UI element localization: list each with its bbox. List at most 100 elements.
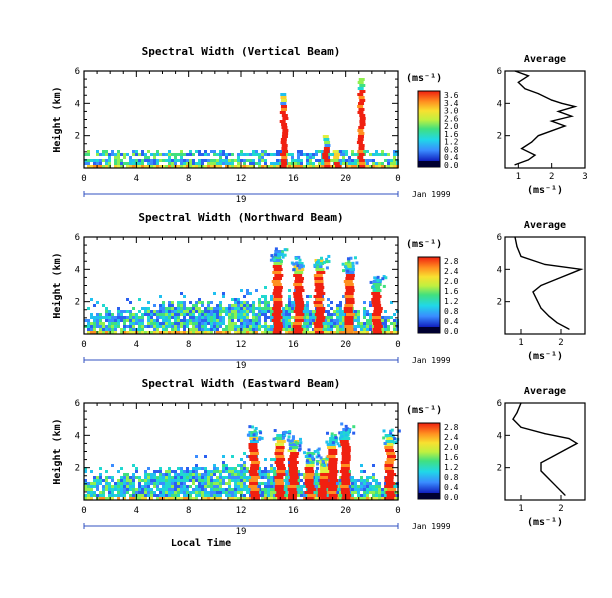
heatmap-cell — [264, 328, 267, 331]
heatmap-cell — [171, 301, 174, 304]
heatmap-cell — [366, 310, 369, 313]
heatmap-cell — [360, 331, 363, 334]
heatmap-cell — [219, 331, 222, 334]
heatmap-cell — [102, 479, 105, 482]
heatmap-cell — [369, 159, 372, 162]
heatmap-cell — [204, 491, 207, 494]
plume-cell — [289, 476, 299, 479]
heatmap-cell — [204, 476, 207, 479]
plume-cell — [293, 322, 303, 325]
heatmap-cell — [138, 310, 141, 313]
heatmap-cell — [153, 331, 156, 334]
plume-cell — [346, 268, 356, 271]
heatmap-cell — [327, 304, 330, 307]
heatmap-cell — [90, 497, 93, 500]
average-x-tick-label: 2 — [558, 504, 563, 514]
heatmap-cell — [357, 494, 360, 497]
heatmap-cell — [312, 310, 315, 313]
heatmap-cell — [234, 304, 237, 307]
plume-cell — [275, 446, 285, 449]
heatmap-cell — [108, 313, 111, 316]
heatmap-cell — [390, 162, 393, 165]
panel-title: Spectral Width (Eastward Beam) — [142, 377, 341, 390]
heatmap-cell — [246, 485, 249, 488]
heatmap-cell — [117, 153, 120, 156]
heatmap-cell — [294, 289, 297, 292]
heatmap-cell — [267, 491, 270, 494]
heatmap-cell — [147, 491, 150, 494]
heatmap-cell — [342, 316, 345, 319]
heatmap-cell — [123, 319, 126, 322]
heatmap-cell — [171, 476, 174, 479]
heatmap-cell — [87, 319, 90, 322]
heatmap-cell — [189, 313, 192, 316]
heatmap-cell — [330, 331, 333, 334]
plume-cell — [325, 257, 329, 261]
heatmap-cell — [213, 470, 216, 473]
heatmap-cell — [366, 328, 369, 331]
plume-cell — [282, 150, 289, 153]
plume-cell — [276, 491, 286, 494]
heatmap-cell — [216, 162, 219, 165]
plume-cell — [313, 295, 323, 298]
plume-cell — [249, 458, 259, 461]
heatmap-cell — [180, 165, 183, 168]
plume-cell — [357, 81, 364, 84]
plume-cell — [248, 479, 258, 482]
heatmap-cell — [180, 304, 183, 307]
heatmap-cell — [381, 328, 384, 331]
plume-cell — [250, 464, 260, 467]
heatmap-cell — [162, 322, 165, 325]
heatmap-cell — [234, 159, 237, 162]
heatmap-cell — [174, 473, 177, 476]
panel-1: Spectral Width (Northward Beam)0 4 8 12 16 20… — [51, 211, 586, 371]
x-tick-label: 0 — [81, 174, 86, 184]
heatmap-cell — [306, 319, 309, 322]
heatmap-cell — [381, 165, 384, 168]
heatmap-cell — [228, 473, 231, 476]
heatmap-cell — [318, 485, 321, 488]
heatmap-cell — [114, 319, 117, 322]
heatmap-cell — [369, 491, 372, 494]
heatmap-cell — [117, 485, 120, 488]
heatmap-cell — [282, 325, 285, 328]
plume-cell — [342, 269, 346, 273]
plume-cell — [280, 165, 287, 168]
average-profile-point — [551, 130, 553, 132]
plume-cell — [298, 258, 302, 262]
heatmap-cell — [192, 153, 195, 156]
heatmap-cell — [312, 156, 315, 159]
plume-cell — [358, 153, 365, 156]
heatmap-cell — [270, 319, 273, 322]
heatmap-cell — [240, 482, 243, 485]
heatmap-cell — [225, 482, 228, 485]
y-tick-label: 4 — [75, 431, 80, 441]
date-month-label: Jan 1999 — [412, 356, 451, 365]
heatmap-cell — [297, 153, 300, 156]
plume-cell — [275, 449, 285, 452]
plume-cell — [288, 470, 298, 473]
heatmap-cell — [285, 313, 288, 316]
heatmap-cell — [135, 491, 138, 494]
heatmap-cell — [156, 159, 159, 162]
heatmap-cell — [255, 322, 258, 325]
heatmap-cell — [297, 159, 300, 162]
heatmap-cell — [354, 325, 357, 328]
heatmap-cell — [183, 319, 186, 322]
heatmap-cell — [222, 464, 225, 467]
heatmap-cell — [198, 150, 201, 153]
heatmap-cell — [243, 476, 246, 479]
plume-cell — [316, 316, 326, 319]
heatmap-cell — [195, 304, 198, 307]
plume-cell — [288, 467, 298, 470]
plume-cell — [339, 434, 349, 437]
heatmap-cell — [384, 165, 387, 168]
heatmap-cell — [108, 488, 111, 491]
heatmap-cell — [258, 313, 261, 316]
heatmap-cell — [288, 301, 291, 304]
plume-cell — [333, 162, 340, 165]
plume-cell — [339, 440, 349, 443]
heatmap-cell — [168, 494, 171, 497]
y-tick-label: 4 — [75, 99, 80, 109]
heatmap-cell — [174, 162, 177, 165]
